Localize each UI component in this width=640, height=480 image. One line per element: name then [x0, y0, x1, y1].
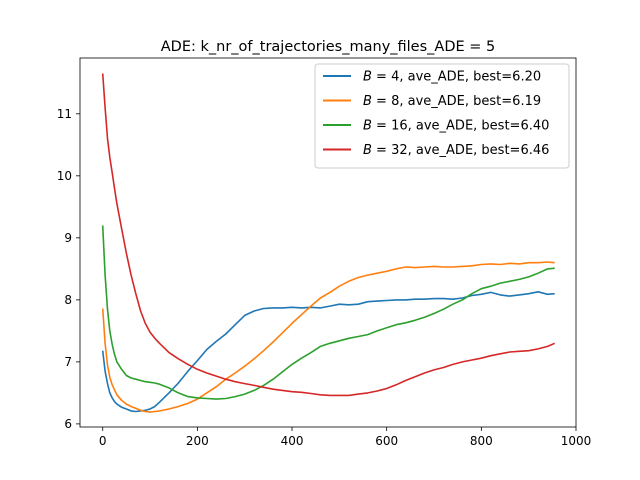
- y-tick-label-5: 11: [57, 107, 72, 121]
- legend-entry-3: B = 32, ave_ADE, best=6.46: [363, 143, 549, 158]
- x-tick-label-2: 400: [281, 434, 304, 448]
- series-line-1: [101, 261, 555, 413]
- plot-area: [101, 73, 556, 413]
- legend-entry-0: B = 4, ave_ADE, best=6.20: [363, 70, 541, 85]
- legend-box: [314, 63, 570, 169]
- legend-entry-2: B = 16, ave_ADE, best=6.40: [363, 119, 549, 134]
- x-tick-label-0: 0: [99, 434, 107, 448]
- series-line-3: [101, 73, 556, 397]
- legend-entry-rest-1: = 8, ave_ADE, best=6.19: [372, 94, 541, 109]
- x-tick-label-1: 200: [186, 434, 209, 448]
- legend-entry-var-1: B: [363, 94, 372, 109]
- legend-entry-var-3: B: [363, 143, 372, 158]
- y-tick-label-3: 9: [64, 231, 72, 245]
- x-tick-label-5: 1000: [561, 434, 592, 448]
- x-tick-label-4: 800: [470, 434, 493, 448]
- legend: B = 4, ave_ADE, best=6.20B = 8, ave_ADE,…: [314, 63, 570, 169]
- y-tick-label-4: 10: [57, 169, 72, 183]
- legend-entry-rest-0: = 4, ave_ADE, best=6.20: [372, 70, 541, 85]
- y-tick-label-0: 6: [64, 417, 72, 431]
- legend-entry-rest-3: = 32, ave_ADE, best=6.46: [372, 143, 549, 158]
- series-line-2: [101, 225, 555, 400]
- x-tick-label-3: 600: [375, 434, 398, 448]
- axes-frame: [79, 57, 577, 428]
- y-tick-label-1: 7: [64, 355, 72, 369]
- axes: 0 200 400 600 800 1000 6 7 8 9 10 11: [57, 57, 592, 448]
- chart-title: ADE: k_nr_of_trajectories_many_files_ADE…: [161, 39, 496, 55]
- legend-entry-var-2: B: [363, 119, 372, 134]
- legend-entry-1: B = 8, ave_ADE, best=6.19: [363, 94, 541, 109]
- legend-entry-var-0: B: [363, 70, 372, 85]
- y-tick-label-2: 8: [64, 293, 72, 307]
- legend-entry-rest-2: = 16, ave_ADE, best=6.40: [372, 119, 549, 134]
